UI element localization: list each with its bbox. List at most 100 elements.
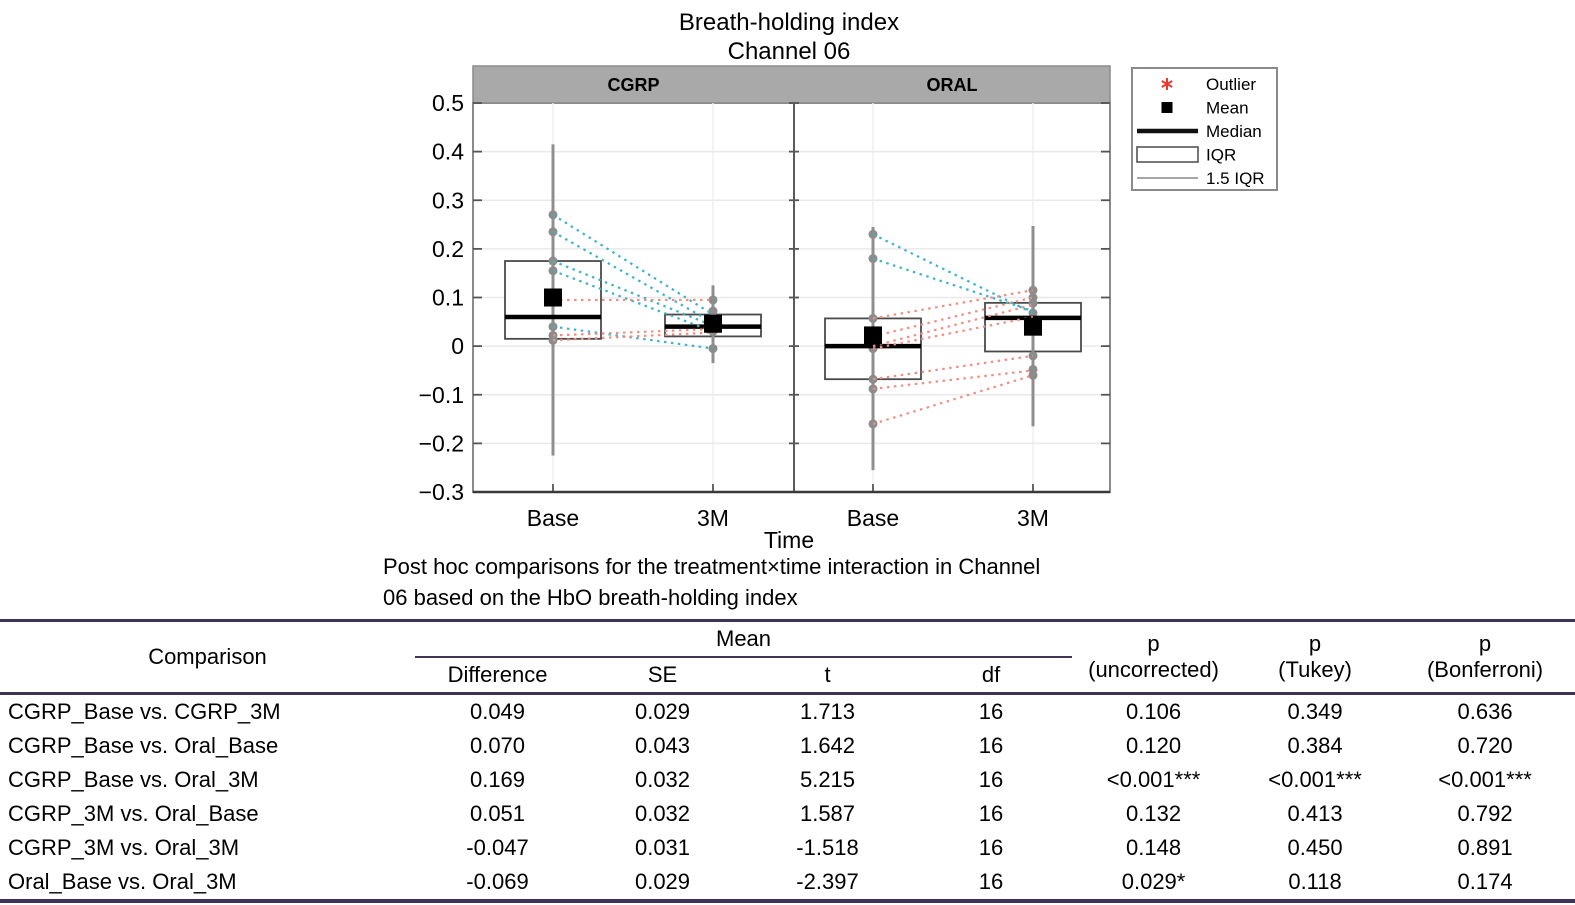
col-header-df: df	[981, 662, 1001, 687]
col-header-p-bonferroni: p (Bonferroni)	[1426, 631, 1544, 682]
x-tick-label: Base	[847, 505, 899, 531]
table-row: CGRP_Base vs. CGRP_3M 0.049 0.029 1.713 16 0.…	[0, 694, 1575, 730]
table-cell: 0.051	[469, 801, 526, 826]
table-cell: 5.215	[799, 767, 856, 792]
table-cell: 0.384	[1287, 733, 1343, 758]
caption-line-1: Post hoc comparisons for the treatment×t…	[383, 554, 1041, 579]
col-header-p-tukey: p (Tukey)	[1278, 631, 1352, 682]
table-cell: 0.174	[1457, 869, 1513, 894]
table-cell: 0.413	[1287, 801, 1343, 826]
table-cell: CGRP_Base vs. CGRP_3M	[8, 699, 281, 724]
y-tick-label: −0.3	[419, 479, 464, 505]
panel-label-oral: ORAL	[927, 75, 978, 95]
table-row: Oral_Base vs. Oral_3M -0.069 0.029 -2.397 16…	[0, 865, 1575, 901]
x-tick-label: 3M	[697, 505, 729, 531]
pair-line-up	[552, 328, 714, 337]
chart-subtitle: Channel 06	[728, 38, 851, 65]
pair-line-down	[552, 260, 714, 327]
table-row: CGRP_3M vs. Oral_Base 0.051 0.032 1.587 16 0.…	[0, 797, 1575, 831]
table-cell: 0.132	[1126, 801, 1182, 826]
table-cell: 0.106	[1126, 699, 1182, 724]
table-cell: 0.029	[634, 869, 691, 894]
x-axis-label: Time	[764, 527, 814, 552]
legend-label: IQR	[1206, 146, 1236, 165]
table-cell: -0.047	[466, 835, 529, 860]
table-cell: 16	[978, 835, 1004, 860]
table-cell: 0.049	[469, 699, 526, 724]
legend-label: Mean	[1206, 99, 1249, 118]
table-cell: 0.070	[469, 733, 526, 758]
posthoc-table: Comparison Mean p (uncorrected) p (Tukey…	[0, 619, 1575, 903]
table-cell: <0.001***	[1268, 767, 1362, 792]
table-row: CGRP_Base vs. Oral_3M 0.169 0.032 5.215 16 <0…	[0, 763, 1575, 797]
table-row: CGRP_Base vs. Oral_Base 0.070 0.043 1.642 16…	[0, 729, 1575, 763]
mean-marker	[544, 288, 562, 307]
pair-line-up	[552, 331, 714, 342]
comparison-table-body: CGRP_Base vs. CGRP_3M 0.049 0.029 1.713 16 0.…	[0, 694, 1575, 902]
pair-line-down	[872, 257, 1034, 313]
caption-line-2: 06 based on the HbO breath-holding index	[383, 585, 798, 610]
data-point	[1028, 370, 1038, 380]
table-cell: 0.450	[1287, 835, 1343, 860]
col-header-p-uncorrected: p (uncorrected)	[1088, 631, 1219, 682]
chart-title: Breath-holding index	[679, 9, 899, 36]
table-cell: 1.587	[799, 801, 856, 826]
table-cell: -2.397	[796, 869, 859, 894]
table-cell: 0.032	[634, 767, 691, 792]
data-point	[708, 306, 718, 316]
table-cell: -0.069	[466, 869, 529, 894]
table-cell: 16	[978, 801, 1004, 826]
table-caption: Post hoc comparisons for the treatment×t…	[383, 551, 1040, 613]
table-row: CGRP_3M vs. Oral_3M -0.047 0.031 -1.518 16 0.…	[0, 831, 1575, 865]
table-cell: CGRP_3M vs. Oral_3M	[8, 835, 240, 860]
panel-strip	[472, 65, 1111, 104]
table-cell: 0.148	[1126, 835, 1182, 860]
table-cell: 16	[978, 869, 1004, 894]
pair-line-up	[872, 354, 1034, 381]
outlier-asterisk-icon	[1161, 80, 1173, 88]
y-tick-label: 0	[451, 333, 464, 359]
table-cell: Oral_Base vs. Oral_3M	[8, 869, 237, 894]
pair-line-up	[872, 369, 1034, 391]
table-cell: 0.636	[1457, 699, 1513, 724]
data-point	[708, 295, 718, 305]
table-header: Comparison Mean p (uncorrected) p (Tukey…	[0, 620, 1575, 694]
table-cell: 0.029*	[1121, 869, 1186, 894]
col-header-comparison: Comparison	[148, 644, 267, 669]
x-tick-label: Base	[527, 505, 579, 531]
table-cell: 0.169	[469, 767, 526, 792]
pair-line-down	[552, 269, 714, 333]
mean-marker	[864, 326, 882, 345]
y-tick-label: −0.1	[419, 382, 464, 408]
table-cell: 0.031	[634, 835, 691, 860]
table-cell: 0.043	[634, 733, 691, 758]
table-cell: CGRP_Base vs. Oral_3M	[8, 767, 259, 792]
y-tick-label: 0.2	[432, 236, 464, 262]
mean-marker	[704, 314, 722, 333]
table-cell: 0.720	[1457, 733, 1513, 758]
legend-label: Outlier	[1206, 75, 1256, 94]
table-cell: -1.518	[796, 835, 859, 860]
table-cell: 16	[978, 733, 1004, 758]
pair-line-down	[872, 233, 1034, 315]
legend-label: Median	[1206, 122, 1262, 141]
table-cell: CGRP_3M vs. Oral_Base	[8, 801, 259, 826]
table-cell: 0.118	[1288, 869, 1342, 894]
table-cell: 0.032	[634, 801, 691, 826]
x-tick-label: 3M	[1017, 505, 1049, 531]
col-header-difference: Difference	[447, 662, 548, 687]
table-cell: 0.891	[1457, 835, 1513, 860]
mean-marker	[1024, 317, 1042, 336]
table-cell: 0.349	[1287, 699, 1343, 724]
table-cell: 0.792	[1457, 801, 1513, 826]
y-tick-label: 0.1	[432, 285, 464, 311]
mean-square-icon	[1161, 102, 1173, 113]
y-tick-label: 0.4	[432, 139, 464, 165]
table-cell: 0.029	[634, 699, 691, 724]
panel-label-cgrp: CGRP	[607, 75, 659, 95]
col-group-header-mean: Mean	[415, 620, 1073, 658]
table-cell: 16	[978, 767, 1004, 792]
table-cell: CGRP_Base vs. Oral_Base	[8, 733, 279, 758]
